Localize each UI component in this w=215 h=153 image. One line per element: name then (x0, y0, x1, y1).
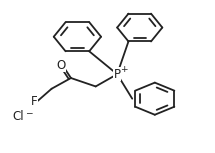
Text: −: − (25, 108, 32, 117)
Text: +: + (121, 65, 128, 74)
Text: P: P (114, 68, 121, 81)
Text: Cl: Cl (12, 110, 24, 123)
Text: O: O (56, 59, 65, 71)
Text: F: F (31, 95, 38, 108)
